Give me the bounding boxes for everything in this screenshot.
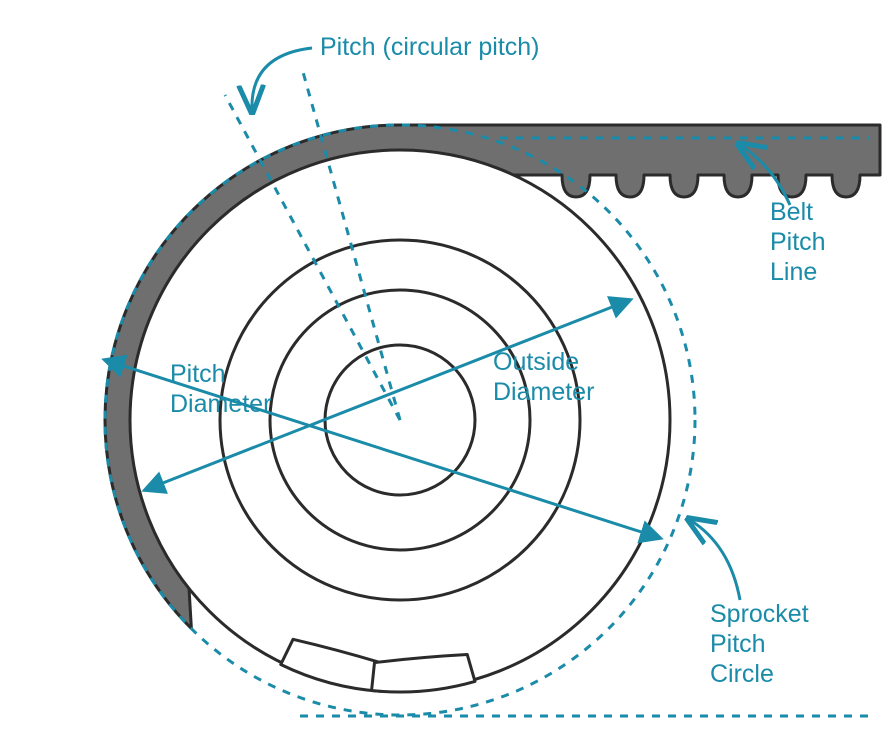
sprocket-pitch-circle-callout bbox=[690, 520, 740, 600]
label-pitch-circular: Pitch (circular pitch) bbox=[320, 33, 540, 61]
sprocket-diagram: Pitch (circular pitch)BeltPitchLinePitch… bbox=[0, 0, 883, 756]
label-belt-pitch-line: BeltPitchLine bbox=[770, 198, 826, 286]
label-sprocket-pitch-circle: SprocketPitchCircle bbox=[710, 600, 809, 688]
sprocket bbox=[130, 150, 670, 692]
sprocket-notch bbox=[372, 655, 475, 692]
pitch-circular-callout bbox=[252, 48, 312, 110]
